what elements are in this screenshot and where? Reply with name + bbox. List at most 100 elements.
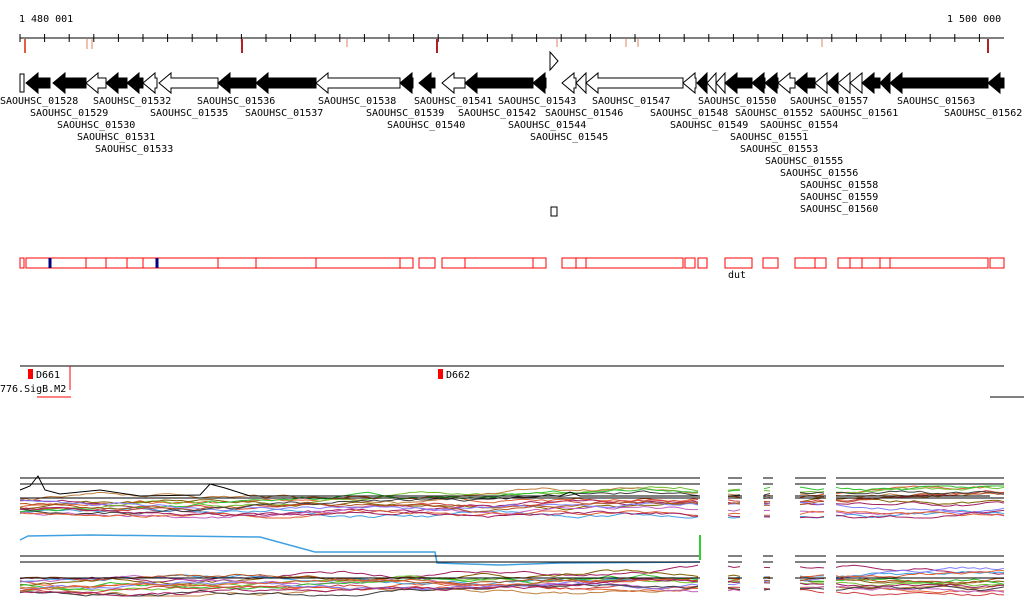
expression-line [19, 490, 699, 516]
site-label-d661: D661 [36, 370, 61, 381]
feature-box [837, 257, 851, 269]
gene-arrow [105, 71, 128, 95]
gene-label[interactable]: SAOUHSC_01553 [740, 144, 819, 155]
gene-arrow [837, 71, 851, 95]
gene-label[interactable]: SAOUHSC_01540 [387, 120, 466, 131]
feature-mark [155, 258, 159, 268]
gene-label[interactable]: SAOUHSC_01535 [150, 108, 229, 119]
gene-label[interactable]: SAOUHSC_01548 [650, 108, 729, 119]
gene-label[interactable]: SAOUHSC_01551 [730, 132, 809, 143]
gene-label[interactable]: SAOUHSC_01541 [414, 96, 493, 107]
gene-arrow [879, 71, 891, 95]
expression-line [727, 499, 741, 502]
gene-label[interactable]: SAOUHSC_01556 [780, 168, 859, 179]
feature-box [19, 257, 25, 269]
expression-line [799, 490, 825, 493]
gene-arrow [861, 71, 881, 95]
gene-label[interactable]: SAOUHSC_01532 [93, 96, 172, 107]
gene-label[interactable]: SAOUHSC_01542 [458, 108, 537, 119]
gene-label[interactable]: SAOUHSC_01554 [760, 120, 839, 131]
expression-line [727, 488, 741, 491]
feature-box [575, 257, 587, 269]
expression-line [835, 490, 1005, 502]
expression-line [727, 489, 741, 492]
gene-arrow [987, 71, 1005, 95]
expression-line [835, 509, 1005, 519]
gene-label[interactable]: SAOUHSC_01557 [790, 96, 869, 107]
expression-line [19, 578, 699, 597]
gene-arrow [706, 71, 717, 95]
gene-label[interactable]: SAOUHSC_01537 [245, 108, 324, 119]
expression-line [835, 501, 1005, 507]
expression-line [727, 574, 741, 577]
expression-line [763, 486, 771, 490]
gene-label[interactable]: SAOUHSC_01539 [366, 108, 445, 119]
expression-line [19, 564, 699, 583]
expression-line [835, 577, 1005, 584]
gene-arrow-forward [549, 50, 559, 72]
feature-box [217, 257, 257, 269]
gene-arrow [441, 71, 466, 95]
feature-box [315, 257, 401, 269]
feature-box [105, 257, 128, 269]
site-label-sigb: 776.SigB.M2 [0, 384, 67, 395]
feature-box [418, 257, 436, 269]
track-gap [742, 470, 763, 611]
gene-arrow [751, 71, 766, 95]
gene-label[interactable]: SAOUHSC_01550 [698, 96, 777, 107]
gene-label[interactable]: SAOUHSC_01533 [95, 144, 174, 155]
gene-label[interactable]: SAOUHSC_01547 [592, 96, 671, 107]
gene-label[interactable]: SAOUHSC_01543 [498, 96, 577, 107]
expression-line [19, 569, 699, 586]
expression-line [799, 515, 825, 519]
gene-label[interactable]: SAOUHSC_01529 [30, 108, 109, 119]
gene-label[interactable]: SAOUHSC_01560 [800, 204, 879, 215]
ruler-start-label: 1 480 001 [19, 14, 74, 25]
gene-label[interactable]: SAOUHSC_01546 [545, 108, 624, 119]
gene-label[interactable]: SAOUHSC_01528 [0, 96, 79, 107]
gene-label[interactable]: SAOUHSC_01559 [800, 192, 879, 203]
expression-line [835, 569, 1005, 578]
expression-line [763, 502, 771, 506]
gene-label[interactable]: SAOUHSC_01536 [197, 96, 276, 107]
gene-arrow [52, 71, 87, 95]
gene-label[interactable]: SAOUHSC_01530 [57, 120, 136, 131]
expression-line [835, 585, 1005, 593]
expression-line [727, 512, 741, 515]
gene-label[interactable]: SAOUHSC_01544 [508, 120, 587, 131]
gene-label[interactable]: SAOUHSC_01549 [670, 120, 749, 131]
expression-line [727, 509, 741, 512]
gene-label[interactable]: SAOUHSC_01545 [530, 132, 609, 143]
gene-label[interactable]: SAOUHSC_01561 [820, 108, 899, 119]
gene-label[interactable]: SAOUHSC_01538 [318, 96, 397, 107]
gene-label[interactable]: SAOUHSC_01558 [800, 180, 879, 191]
feature-box [724, 257, 753, 269]
track-gap [700, 470, 728, 611]
gene-fragment [19, 73, 25, 93]
feature-box [814, 257, 827, 269]
expression-line [19, 576, 699, 591]
gene-arrow [399, 71, 414, 95]
gene-label[interactable]: SAOUHSC_01555 [765, 156, 844, 167]
site-d662-mark [438, 369, 443, 379]
expression-line [799, 577, 825, 582]
gene-label[interactable]: SAOUHSC_01552 [735, 108, 814, 119]
gene-label[interactable]: SAOUHSC_01563 [897, 96, 976, 107]
marker-box [550, 206, 558, 217]
expression-line [835, 510, 1005, 517]
expression-line [835, 577, 1005, 585]
expression-line [835, 492, 1005, 503]
expression-line [799, 582, 825, 586]
expression-line [835, 583, 1005, 589]
expression-line [835, 485, 1004, 492]
profile-line [19, 475, 990, 497]
expression-line [727, 588, 741, 592]
expression-line [799, 510, 825, 515]
expression-line [835, 504, 1005, 515]
gene-label[interactable]: SAOUHSC_01531 [77, 132, 156, 143]
gene-arrow [126, 71, 144, 95]
gene-arrow [315, 71, 401, 95]
expression-line [727, 580, 741, 584]
gene-label[interactable]: SAOUHSC_01562 [944, 108, 1023, 119]
feature-box [399, 257, 414, 269]
